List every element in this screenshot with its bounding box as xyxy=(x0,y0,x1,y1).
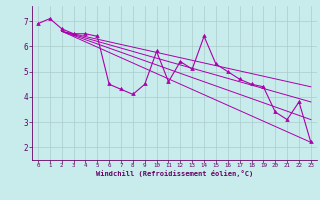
X-axis label: Windchill (Refroidissement éolien,°C): Windchill (Refroidissement éolien,°C) xyxy=(96,170,253,177)
